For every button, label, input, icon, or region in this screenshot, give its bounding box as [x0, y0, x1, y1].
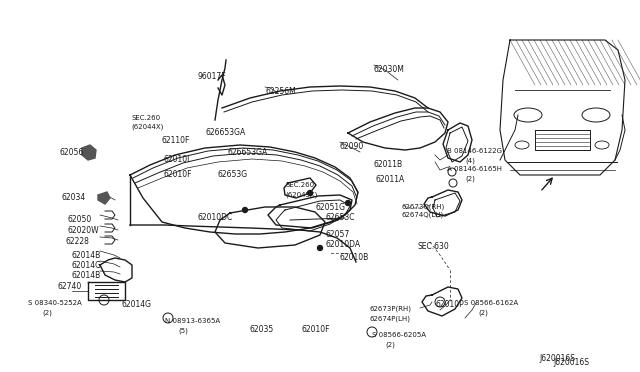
Text: 62110F: 62110F: [162, 136, 190, 145]
Circle shape: [346, 201, 351, 205]
Text: 62050: 62050: [68, 215, 92, 224]
Text: 62035: 62035: [249, 325, 273, 334]
Text: 62010DC: 62010DC: [198, 213, 233, 222]
Text: B 08146-6122G: B 08146-6122G: [447, 148, 502, 154]
Polygon shape: [98, 192, 110, 204]
Text: 62010B: 62010B: [340, 253, 369, 262]
Text: 62673P(RH): 62673P(RH): [369, 305, 411, 311]
Text: (5): (5): [178, 328, 188, 334]
Text: 62051G: 62051G: [315, 203, 345, 212]
Text: 62653C: 62653C: [326, 213, 355, 222]
Text: 62014G: 62014G: [72, 261, 102, 270]
Text: 626653GA: 626653GA: [205, 128, 245, 137]
Text: N 08913-6365A: N 08913-6365A: [165, 318, 220, 324]
Text: 62014B: 62014B: [72, 271, 101, 280]
Text: SEC.260: SEC.260: [131, 115, 160, 121]
Text: 62011B: 62011B: [374, 160, 403, 169]
Text: 62674Q(LH): 62674Q(LH): [402, 212, 444, 218]
Text: 62256M: 62256M: [265, 87, 296, 96]
Text: J620016S: J620016S: [553, 358, 589, 367]
Text: 626653GA: 626653GA: [228, 148, 268, 157]
Text: S 08340-5252A: S 08340-5252A: [28, 300, 82, 306]
Text: (2): (2): [478, 310, 488, 317]
Text: 62020W: 62020W: [68, 226, 100, 235]
Text: 62674P(LH): 62674P(LH): [369, 315, 410, 321]
Text: S 08566-6162A: S 08566-6162A: [464, 300, 518, 306]
Text: 62010P: 62010P: [436, 300, 465, 309]
Circle shape: [243, 208, 248, 212]
Text: 62014G: 62014G: [122, 300, 152, 309]
Text: 62010DA: 62010DA: [326, 240, 361, 249]
Text: (62044X): (62044X): [131, 124, 163, 131]
Text: 62090: 62090: [340, 142, 364, 151]
Text: 62740: 62740: [58, 282, 83, 291]
Text: 62010F: 62010F: [302, 325, 330, 334]
Text: SEC.630: SEC.630: [418, 242, 450, 251]
Text: (2): (2): [385, 341, 395, 347]
Text: 62014B: 62014B: [72, 251, 101, 260]
Text: S 08566-6205A: S 08566-6205A: [372, 332, 426, 338]
Circle shape: [307, 190, 312, 196]
Text: 62030M: 62030M: [374, 65, 405, 74]
Text: J620016S: J620016S: [539, 354, 575, 363]
Text: (4): (4): [465, 157, 475, 164]
Text: 62653G: 62653G: [217, 170, 247, 179]
Text: 62228: 62228: [66, 237, 90, 246]
Text: 96017F: 96017F: [197, 72, 226, 81]
Text: 62057: 62057: [326, 230, 350, 239]
Text: 62010F: 62010F: [163, 170, 191, 179]
Text: 62011A: 62011A: [376, 175, 405, 184]
Text: (2): (2): [465, 175, 475, 182]
Text: 62010I: 62010I: [163, 155, 189, 164]
Text: 62673Q(RH): 62673Q(RH): [402, 203, 445, 209]
Polygon shape: [82, 145, 96, 160]
Text: A 08146-6165H: A 08146-6165H: [447, 166, 502, 172]
Text: 62034: 62034: [62, 193, 86, 202]
Circle shape: [317, 246, 323, 250]
Text: (2): (2): [42, 310, 52, 317]
Text: SEC.260: SEC.260: [285, 182, 314, 188]
Text: 62056: 62056: [60, 148, 84, 157]
Text: (62045X): (62045X): [285, 191, 317, 198]
